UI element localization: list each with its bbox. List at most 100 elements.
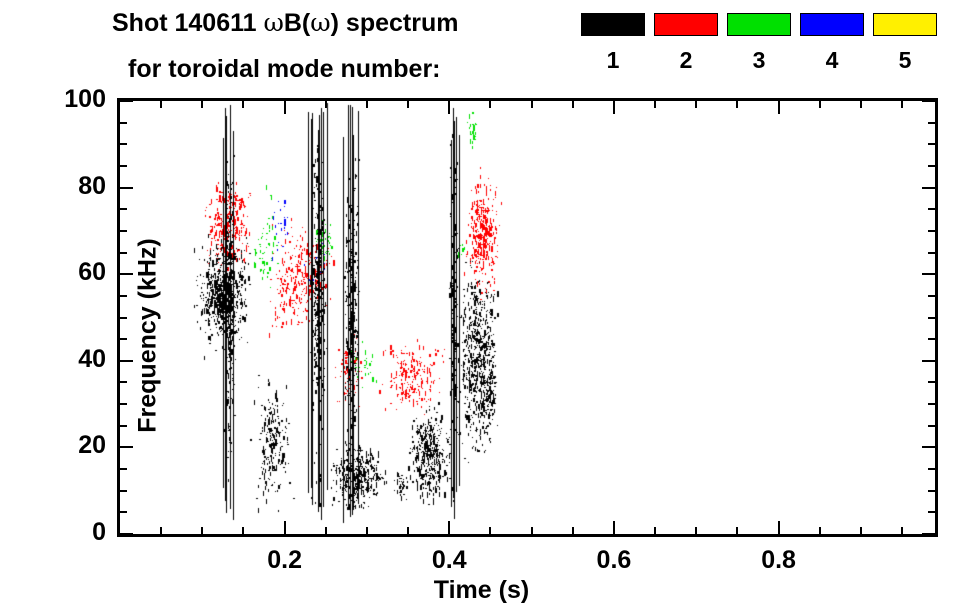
y-minor-tick: [928, 511, 935, 514]
y-major-tick: [922, 446, 935, 449]
x-minor-tick: [571, 101, 574, 108]
y-tick-label: 0: [92, 518, 106, 546]
legend-item-mode-2: 2: [654, 13, 718, 73]
legend-item-mode-1: 1: [581, 13, 645, 73]
x-minor-tick: [530, 101, 533, 108]
x-minor-tick: [695, 527, 698, 534]
y-minor-tick: [928, 143, 935, 146]
title-b-text: B(: [283, 9, 311, 37]
x-minor-tick: [736, 101, 739, 108]
plot-area: 0.2 0.4 0.6 0.8 0 20 40 60 80 100 Frequency (kHz): [64, 85, 938, 574]
x-minor-tick: [654, 101, 657, 108]
legend-label-mode-5: 5: [898, 47, 912, 73]
y-minor-tick: [120, 121, 127, 124]
legend: 1 2 3 4 5: [581, 13, 941, 83]
y-minor-tick: [928, 229, 935, 232]
legend-swatch-mode-5: [873, 13, 937, 36]
x-major-tick: [448, 101, 451, 114]
x-tick-label: 0.4: [431, 546, 467, 574]
x-minor-tick: [901, 527, 904, 534]
axis-top: [120, 98, 935, 101]
y-major-tick: [922, 186, 935, 189]
y-minor-tick: [120, 143, 127, 146]
x-minor-tick: [736, 527, 739, 534]
x-minor-tick: [324, 527, 327, 534]
x-minor-tick: [530, 527, 533, 534]
x-minor-tick: [160, 527, 163, 534]
y-major-tick: [922, 100, 935, 102]
y-minor-tick: [120, 164, 127, 167]
title-shot-text: Shot 140611: [112, 9, 264, 37]
y-minor-tick: [120, 381, 127, 384]
axis-left: [117, 98, 120, 537]
axis-bottom: [120, 534, 935, 537]
x-minor-tick: [901, 101, 904, 108]
x-minor-tick: [859, 101, 862, 108]
figure-title-line-1: Shot 140611 ωB(ω) spectrum: [112, 8, 458, 38]
y-major-tick: [120, 359, 133, 362]
y-minor-tick: [928, 121, 935, 124]
x-major-tick: [448, 521, 451, 534]
y-axis-label: Frequency (kHz): [133, 238, 162, 433]
x-minor-tick: [365, 101, 368, 108]
x-minor-tick: [818, 101, 821, 108]
y-tick-label: 80: [78, 171, 106, 200]
x-minor-tick: [407, 101, 410, 108]
y-minor-tick: [928, 338, 935, 341]
x-major-tick: [612, 521, 615, 534]
x-minor-tick: [818, 527, 821, 534]
x-minor-tick: [242, 527, 245, 534]
y-minor-tick: [928, 208, 935, 211]
data-canvas-container: [120, 101, 935, 534]
x-minor-tick: [365, 527, 368, 534]
legend-item-mode-5: 5: [873, 13, 937, 73]
y-minor-tick: [120, 338, 127, 341]
y-major-tick: [120, 533, 133, 535]
figure-title-line-2: for toroidal mode number:: [128, 55, 441, 83]
x-tick-label: 0.6: [596, 546, 632, 574]
y-tick-label: 40: [78, 344, 106, 373]
y-minor-tick: [120, 208, 127, 211]
x-axis-label: Time (s): [433, 576, 530, 604]
y-minor-tick: [928, 381, 935, 384]
y-major-tick: [922, 273, 935, 276]
y-minor-tick: [928, 424, 935, 427]
legend-swatch-mode-3: [727, 13, 791, 36]
x-tick-label: 0.2: [267, 546, 303, 574]
x-minor-tick: [489, 101, 492, 108]
title-spectrum-text: ) spectrum: [330, 9, 459, 37]
y-minor-tick: [928, 251, 935, 254]
legend-label-mode-1: 1: [606, 47, 620, 73]
y-major-tick: [120, 100, 133, 102]
x-major-tick: [283, 521, 286, 534]
x-minor-tick: [489, 527, 492, 534]
y-minor-tick: [928, 403, 935, 406]
y-major-tick: [120, 446, 133, 449]
y-minor-tick: [120, 403, 127, 406]
legend-swatch-mode-1: [581, 13, 645, 36]
legend-label-mode-2: 2: [679, 47, 693, 73]
axis-right: [935, 98, 938, 537]
x-minor-tick: [695, 101, 698, 108]
x-major-tick: [777, 521, 780, 534]
x-major-tick: [777, 101, 780, 114]
legend-swatch-mode-4: [800, 13, 864, 36]
x-minor-tick: [201, 527, 204, 534]
omega-glyph-1: ω: [263, 8, 284, 37]
y-tick-label: 100: [64, 85, 106, 113]
y-major-tick: [922, 359, 935, 362]
y-minor-tick: [928, 468, 935, 471]
omega-glyph-2: ω: [310, 8, 331, 37]
x-minor-tick: [201, 101, 204, 108]
y-minor-tick: [120, 229, 127, 232]
x-minor-tick: [160, 101, 163, 108]
x-minor-tick: [654, 527, 657, 534]
y-minor-tick: [120, 489, 127, 492]
y-minor-tick: [120, 424, 127, 427]
y-tick-label: 20: [78, 431, 106, 460]
legend-label-mode-4: 4: [825, 47, 839, 73]
x-minor-tick: [407, 527, 410, 534]
y-minor-tick: [928, 489, 935, 492]
y-minor-tick: [120, 251, 127, 254]
